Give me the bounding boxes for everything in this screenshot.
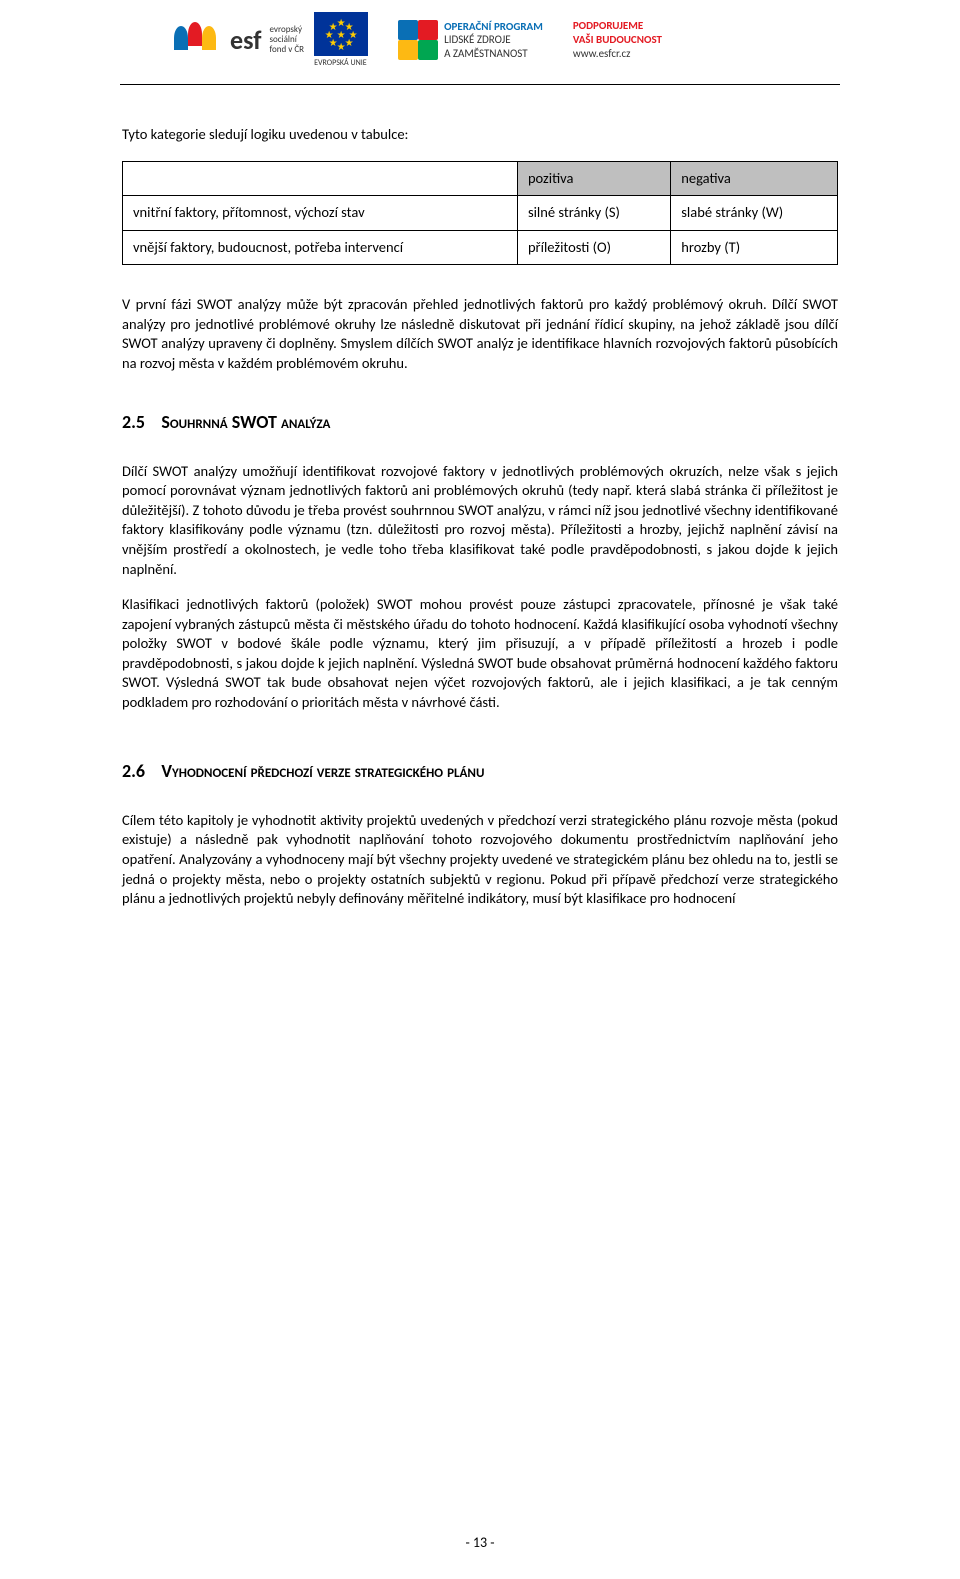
section-25-heading: 2.5 Souhrnná SWOT analýza (122, 410, 838, 434)
podpor-block: PODPORUJEME VAŠI BUDOUCNOST www.esfcr.cz (573, 19, 662, 62)
op-text: OPERAČNÍ PROGRAM LIDSKÉ ZDROJE A ZAMĚSTN… (444, 20, 543, 60)
intro-text: Tyto kategorie sledují logiku uvedenou v… (122, 125, 838, 145)
col-pozitiva: pozitiva (517, 161, 670, 196)
section-26-heading: 2.6 Vyhodnocení předchozí verze strategi… (122, 759, 838, 783)
section-26-num: 2.6 (122, 760, 145, 782)
col-negativa: negativa (671, 161, 838, 196)
esf-logo: esf evropský sociální fond v ČR (170, 18, 304, 62)
op-logo: OPERAČNÍ PROGRAM LIDSKÉ ZDROJE A ZAMĚSTN… (398, 20, 543, 60)
header-banner: esf evropský sociální fond v ČR EVROPSKÁ… (0, 0, 960, 76)
podpor-line2: VAŠI BUDOUCNOST (573, 33, 662, 47)
row2-c1: příležitosti (O) (517, 230, 670, 265)
op-line3: A ZAMĚSTNANOST (444, 47, 543, 60)
section-26-title: Vyhodnocení předchozí verze strategickéh… (161, 760, 484, 782)
esf-label: esf (230, 24, 261, 56)
esf-sub3: fond v ČR (269, 45, 304, 55)
row1-c1: silné stránky (S) (517, 196, 670, 231)
row1-header: vnitřní faktory, přítomnost, výchozí sta… (123, 196, 518, 231)
page-number: - 13 - (0, 1534, 960, 1551)
row2-header: vnější faktory, budoucnost, potřeba inte… (123, 230, 518, 265)
row2-c2: hrozby (T) (671, 230, 838, 265)
page-content: Tyto kategorie sledují logiku uvedenou v… (0, 85, 960, 909)
section-25-num: 2.5 (122, 411, 145, 433)
op-line2: LIDSKÉ ZDROJE (444, 33, 543, 46)
esf-figures-icon (170, 18, 224, 62)
puzzle-icon (398, 20, 438, 60)
section-25-p1: Dílčí SWOT analýzy umožňují identifikova… (122, 462, 838, 579)
section-26-p1: Cílem této kapitoly je vyhodnotit aktivi… (122, 811, 838, 909)
eu-flag-icon (314, 12, 368, 56)
podpor-line1: PODPORUJEME (573, 19, 662, 33)
section-25-p2: Klasifikaci jednotlivých faktorů (polože… (122, 595, 838, 712)
swot-table: pozitiva negativa vnitřní faktory, příto… (122, 161, 838, 266)
row1-c2: slabé stránky (W) (671, 196, 838, 231)
eu-label: EVROPSKÁ UNIE (314, 58, 368, 68)
para1: V první fázi SWOT analýzy může být zprac… (122, 295, 838, 373)
podpor-line3: www.esfcr.cz (573, 47, 662, 61)
section-25-title: Souhrnná SWOT analýza (161, 411, 330, 433)
table-corner (123, 161, 518, 196)
eu-logo-block: EVROPSKÁ UNIE (314, 12, 368, 68)
op-line1: OPERAČNÍ PROGRAM (444, 20, 543, 33)
